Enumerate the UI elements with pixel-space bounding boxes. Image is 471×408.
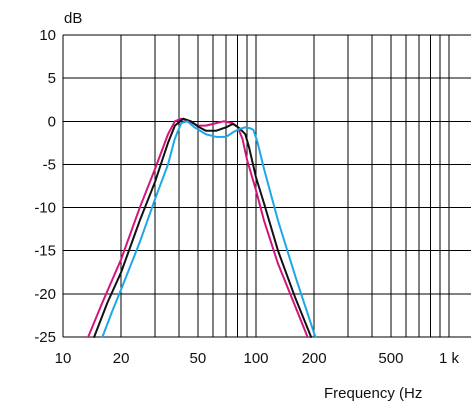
y-tick-label: 0: [48, 113, 56, 130]
y-tick-label: -15: [34, 243, 56, 260]
series-line-2: [93, 117, 313, 338]
x-tick-label: 500: [378, 350, 403, 367]
x-tick-label: 1 k: [439, 350, 460, 367]
y-tick-label: -5: [43, 156, 56, 173]
grid-layer: [62, 34, 471, 338]
x-tick-label: 20: [113, 350, 130, 367]
y-tick-label: 10: [39, 27, 56, 44]
y-axis-label: dB: [64, 10, 82, 27]
x-tick-label: 50: [190, 350, 207, 367]
series-line-3: [101, 120, 317, 338]
x-tick-label: 100: [243, 350, 268, 367]
x-tick-label: 200: [302, 350, 327, 367]
x-tick-label: 10: [55, 350, 72, 367]
series-line-1: [87, 117, 309, 338]
y-tick-label: 5: [48, 70, 56, 87]
y-tick-label: -10: [34, 200, 56, 217]
x-axis-label: Frequency (Hz: [324, 385, 422, 402]
series-layer: [87, 117, 317, 338]
y-tick-label: -20: [34, 286, 56, 303]
y-tick-label: -25: [34, 329, 56, 346]
